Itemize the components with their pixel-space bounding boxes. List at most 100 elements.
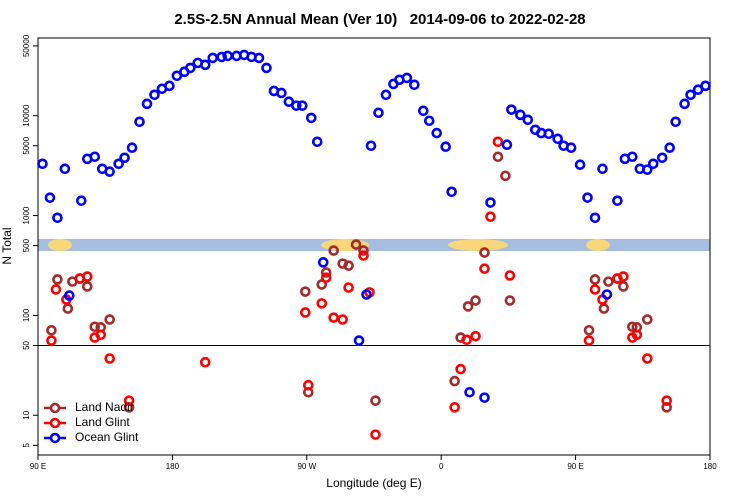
point: [370, 395, 381, 406]
point: [685, 89, 696, 101]
point: [358, 250, 369, 261]
point: [104, 353, 115, 364]
point: [470, 330, 481, 342]
point: [216, 51, 227, 63]
point: [506, 104, 517, 115]
point: [380, 89, 392, 101]
point: [317, 257, 329, 268]
point: [417, 105, 429, 117]
point: [440, 141, 451, 153]
point: [300, 307, 311, 318]
y-tick-label: 5: [22, 443, 31, 448]
point: [661, 402, 672, 413]
point: [589, 274, 601, 285]
point: [199, 59, 211, 71]
point: [522, 114, 534, 126]
point: [618, 281, 629, 292]
point: [207, 52, 219, 64]
legend-marker: [49, 417, 61, 429]
point: [492, 136, 504, 148]
point: [661, 395, 672, 406]
point: [46, 335, 57, 346]
ocean-band: [38, 239, 710, 251]
point: [81, 281, 93, 292]
point: [119, 152, 130, 164]
point: [455, 363, 466, 375]
point: [361, 289, 372, 300]
point: [627, 321, 638, 333]
point: [582, 192, 593, 203]
point: [134, 116, 145, 128]
point: [81, 271, 93, 282]
point: [583, 324, 595, 336]
legend-marker: [49, 402, 61, 414]
point: [664, 142, 675, 154]
point: [104, 166, 115, 177]
point: [612, 195, 623, 206]
land-mask-band: [38, 239, 710, 251]
series: [46, 151, 672, 413]
land-patch: [321, 239, 369, 251]
point: [185, 62, 196, 74]
y-axis-label: N Total: [0, 227, 14, 264]
point: [565, 142, 577, 154]
point: [552, 133, 563, 145]
point: [492, 151, 504, 163]
y-tick-label: 500: [22, 238, 31, 252]
point: [337, 314, 348, 325]
point: [302, 379, 314, 391]
point: [601, 289, 613, 300]
point: [164, 80, 175, 92]
point: [470, 295, 481, 306]
plot-frame: [37, 37, 711, 456]
point: [320, 267, 332, 278]
point: [305, 112, 317, 124]
point: [149, 89, 160, 101]
y-tick-label: 50: [22, 340, 31, 349]
point: [311, 136, 323, 148]
point: [603, 276, 614, 287]
point: [679, 98, 690, 110]
point: [670, 116, 681, 128]
legend-label: Ocean Glint: [75, 430, 139, 444]
land-patch: [586, 239, 610, 251]
point: [574, 159, 586, 171]
point: [328, 312, 339, 323]
point: [316, 298, 328, 309]
point: [370, 429, 381, 440]
point: [350, 239, 362, 250]
point: [358, 245, 369, 256]
point: [589, 212, 601, 224]
point: [343, 260, 354, 271]
point: [365, 140, 377, 152]
point: [222, 50, 233, 62]
point: [337, 258, 348, 269]
point: [44, 192, 56, 203]
x-tick-label: 180: [166, 462, 180, 471]
point: [449, 375, 460, 387]
point: [504, 270, 516, 281]
point: [141, 98, 153, 110]
y-tick-label: 10: [22, 410, 31, 419]
y-tick-label: 5000: [22, 136, 31, 154]
land-patch: [48, 239, 72, 251]
point: [261, 62, 272, 74]
point: [618, 271, 629, 282]
point: [597, 163, 608, 175]
point: [104, 314, 115, 325]
x-tick-label: 90 E: [567, 462, 583, 471]
y-tick-label: 100: [22, 308, 31, 322]
chart-title: 2.5S-2.5N Annual Mean (Ver 10) 2014-09-0…: [174, 11, 585, 28]
point: [316, 279, 328, 290]
point: [700, 80, 711, 92]
point: [631, 329, 643, 341]
point: [46, 324, 57, 336]
point: [300, 286, 311, 297]
point: [501, 139, 513, 151]
point: [627, 151, 638, 163]
point: [479, 392, 490, 403]
point: [373, 107, 384, 119]
legend-marker: [49, 432, 61, 444]
y-tick-label: 50000: [22, 34, 31, 57]
point: [62, 303, 74, 314]
